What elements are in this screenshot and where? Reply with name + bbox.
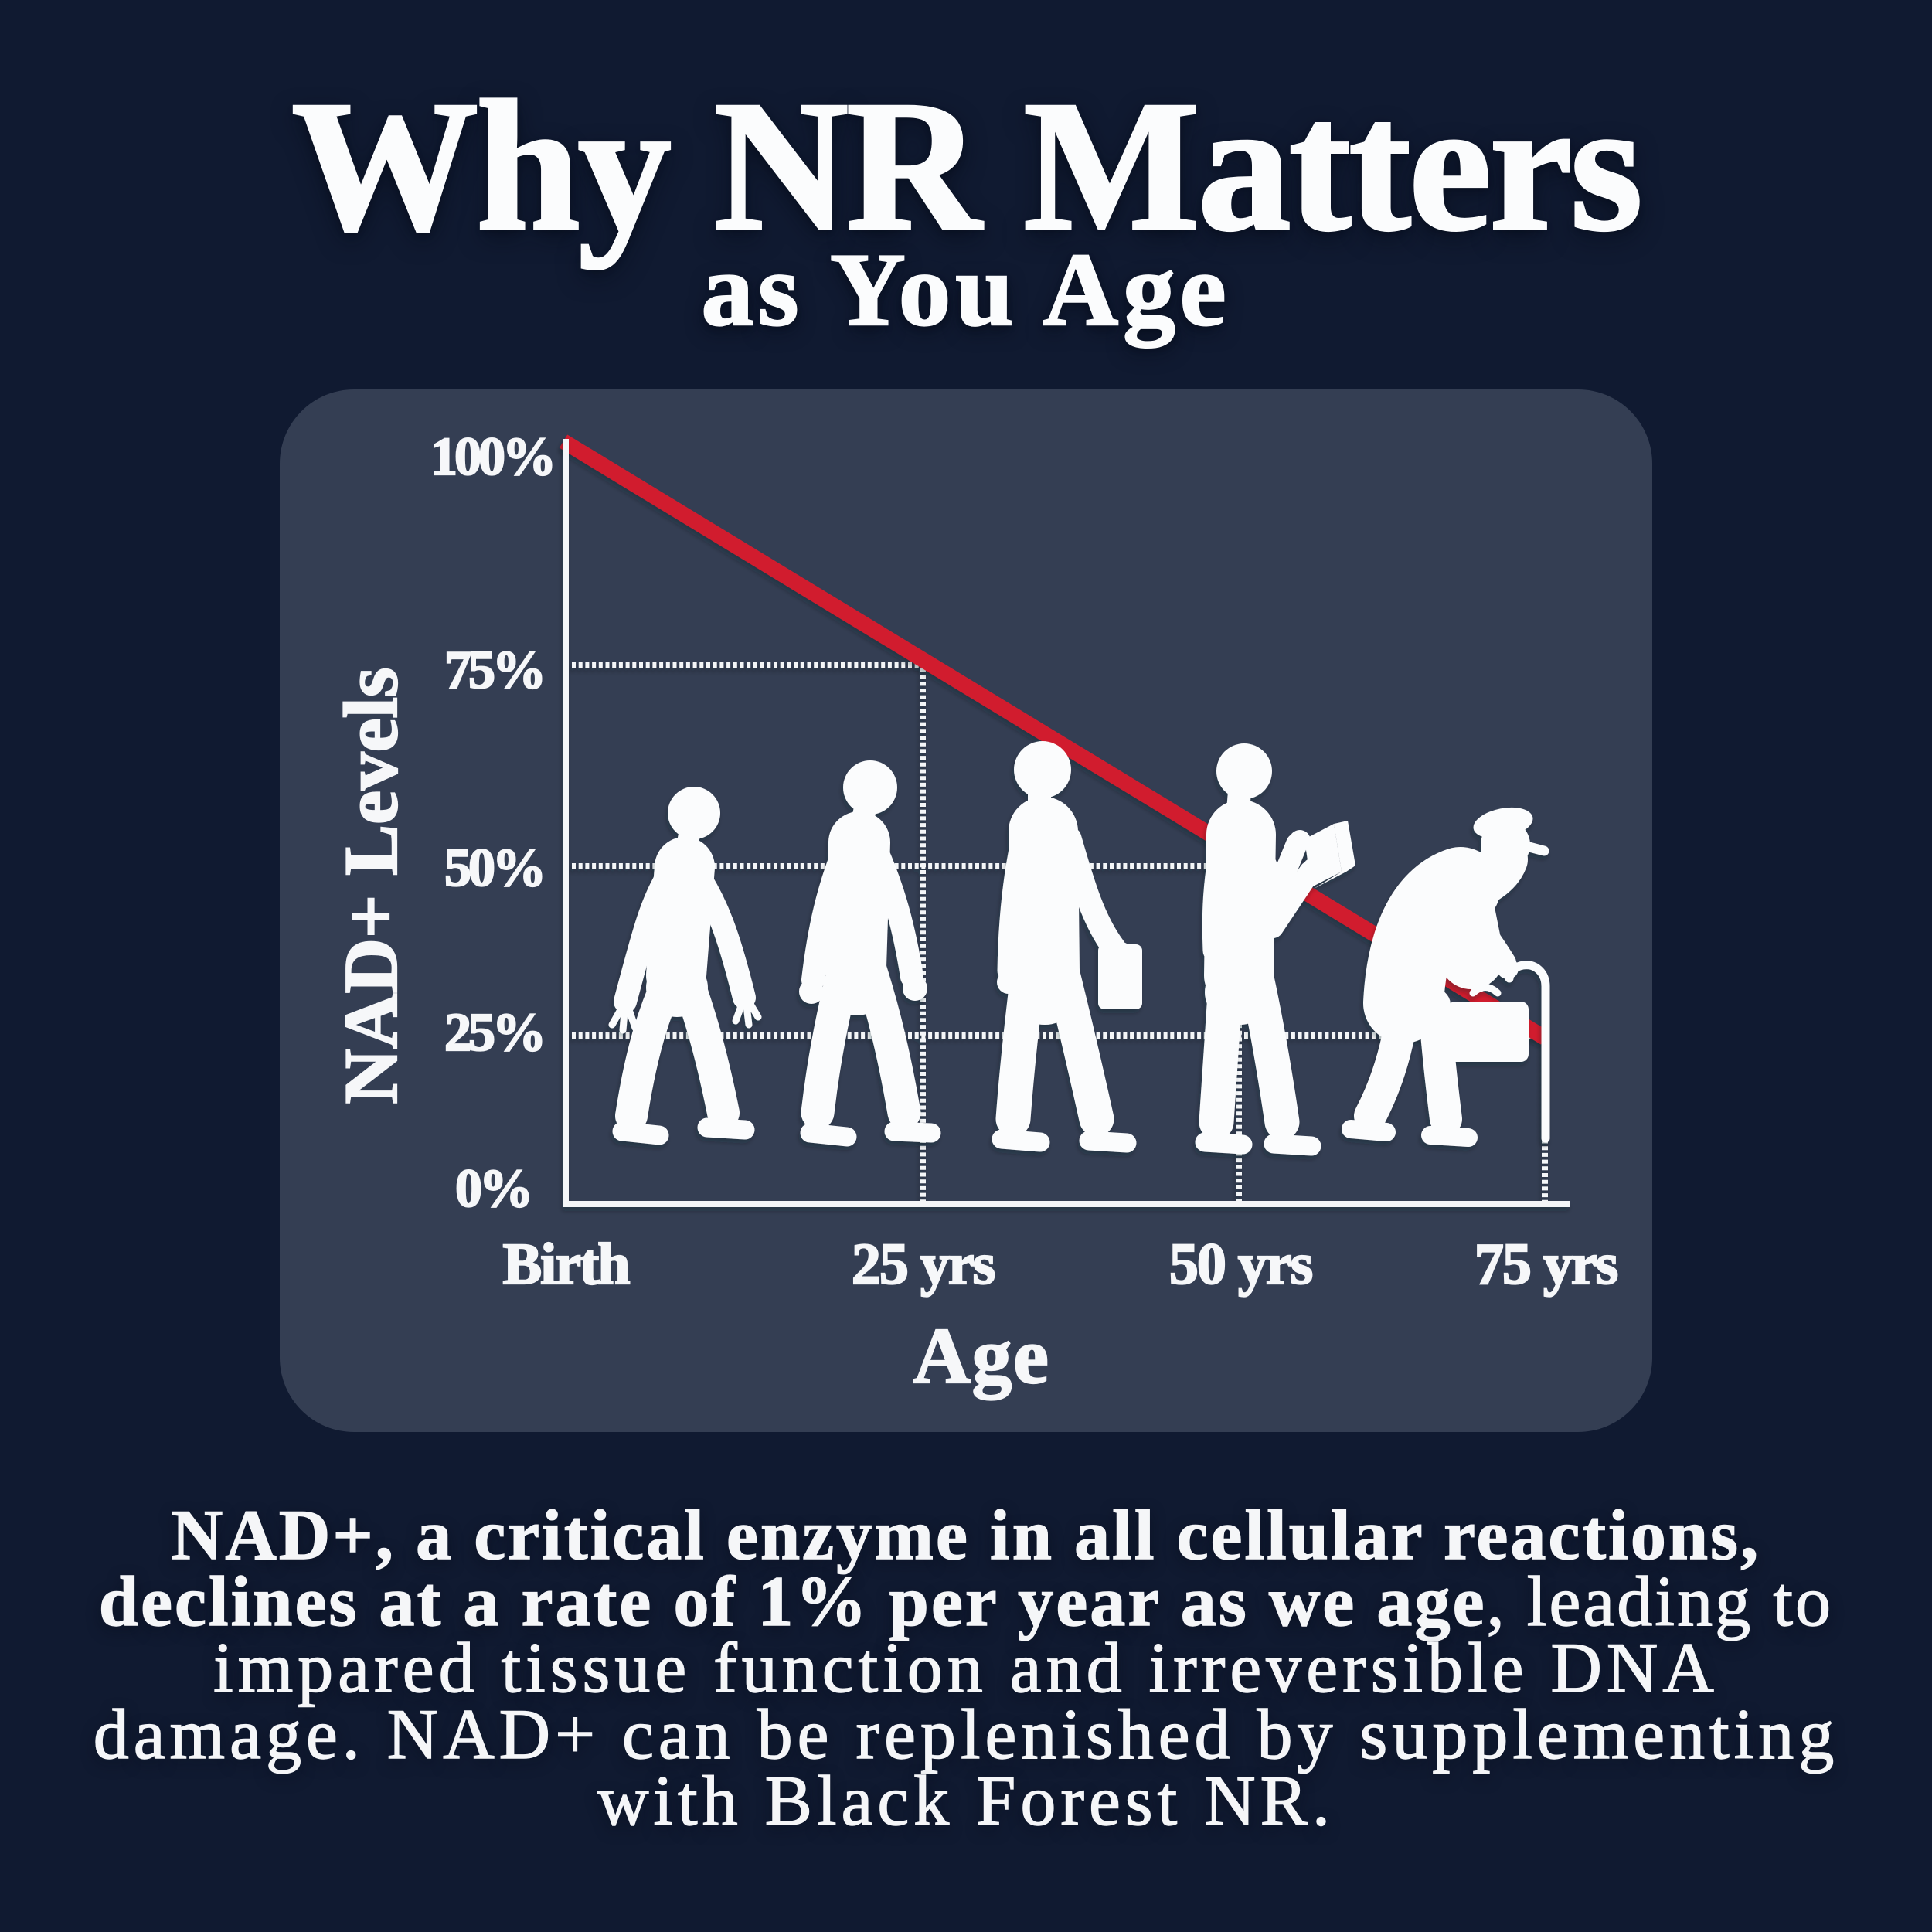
svg-text:25 yrs: 25 yrs bbox=[852, 1232, 995, 1297]
svg-text:0%: 0% bbox=[455, 1159, 530, 1219]
svg-text:Birth: Birth bbox=[502, 1232, 630, 1297]
svg-text:100%: 100% bbox=[430, 427, 553, 487]
svg-text:75 yrs: 75 yrs bbox=[1475, 1232, 1617, 1297]
svg-text:75%: 75% bbox=[444, 641, 543, 700]
svg-text:50%: 50% bbox=[444, 838, 543, 898]
svg-text:NAD+ Levels: NAD+ Levels bbox=[329, 667, 413, 1104]
svg-text:25%: 25% bbox=[444, 1003, 543, 1063]
svg-text:Age: Age bbox=[913, 1312, 1050, 1400]
svg-text:50 yrs: 50 yrs bbox=[1169, 1232, 1312, 1297]
